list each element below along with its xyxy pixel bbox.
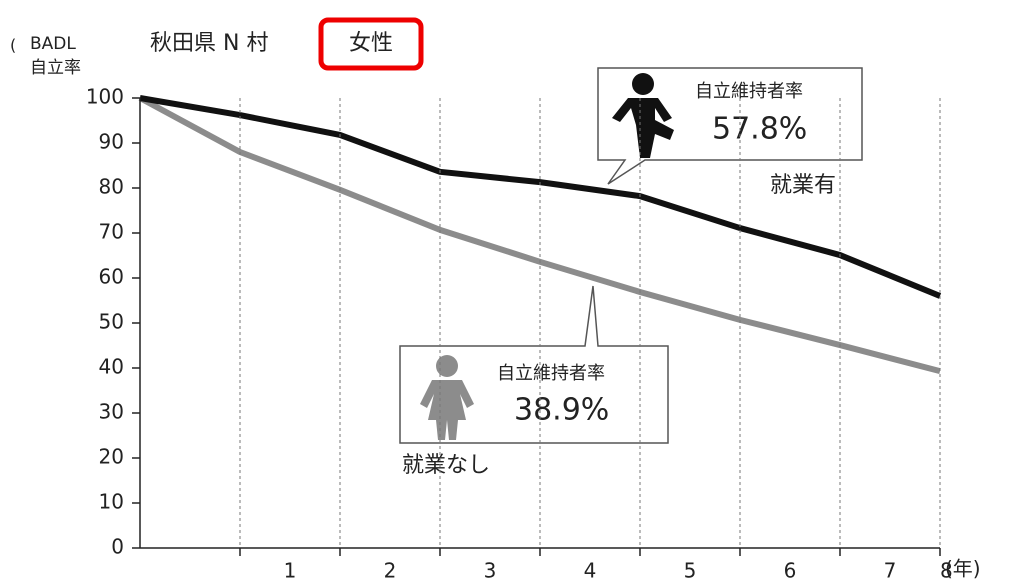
y-tick-label: 70: [99, 220, 124, 244]
annotation-value: 38.9%: [514, 393, 609, 428]
y-tick-label: 30: [99, 400, 124, 424]
series-label: 就業有: [770, 173, 836, 198]
series-label: 就業なし: [402, 453, 490, 478]
y-tick-label: 60: [99, 265, 124, 289]
person-icon: [612, 73, 674, 158]
y-label-paren: (: [10, 36, 16, 55]
callout-box: [597, 67, 863, 185]
x-axis-unit: (年): [945, 557, 981, 581]
x-tick-label: 6: [784, 559, 797, 583]
y-axis-label: BADL: [30, 34, 76, 54]
x-tick-label: 7: [884, 559, 897, 583]
x-tick-label: 8: [940, 559, 953, 583]
annotation-label: 自立維持者率: [695, 81, 803, 102]
y-tick-label: 0: [111, 535, 124, 559]
annotation-value: 57.8%: [712, 112, 807, 147]
x-tick-label: 5: [684, 559, 697, 583]
x-tick-label: 3: [484, 559, 497, 583]
y-tick-label: 10: [99, 490, 124, 514]
x-tick-label: 1: [284, 559, 297, 583]
highlight-box: [318, 17, 424, 71]
y-tick-label: 80: [99, 175, 124, 199]
chart-title: 秋田県 N 村: [150, 31, 268, 56]
x-tick-label: 2: [384, 559, 397, 583]
y-tick-label: 40: [99, 355, 124, 379]
x-tick-label: 4: [584, 559, 597, 583]
person-icon: [420, 355, 474, 440]
y-tick-label: 90: [99, 130, 124, 154]
y-tick-label: 20: [99, 445, 124, 469]
chart-subtitle: 女性: [349, 31, 393, 56]
annotation-label: 自立維持者率: [497, 363, 605, 384]
y-axis-label: 自立率: [30, 58, 81, 78]
y-tick-label: 100: [86, 85, 124, 109]
y-tick-label: 50: [99, 310, 124, 334]
